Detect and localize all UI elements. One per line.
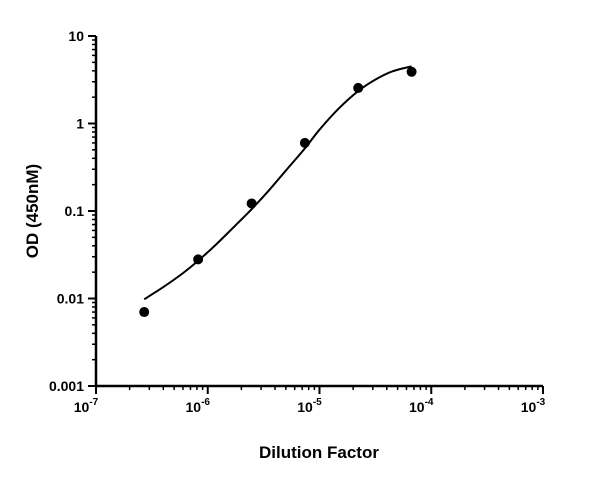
fit-curve [143,65,412,301]
data-point [353,82,364,93]
x-tick-base: 10 [186,399,202,415]
x-tick-base: 10 [409,399,425,415]
y-tick-label: 0.001 [49,378,84,394]
y-ticks: 10 1 0.1 0.01 0.001 [49,28,96,394]
y-tick-label: 1 [76,116,84,132]
x-tick-base: 10 [297,399,313,415]
x-tick-label: 10-3 [521,397,546,415]
x-axis-title: Dilution Factor [259,443,379,462]
x-tick-base: 10 [74,399,90,415]
x-tick-label: 10-4 [409,397,434,415]
x-tick-exponent: -7 [89,397,98,408]
data-points [139,66,417,318]
x-tick-exponent: -6 [201,397,210,408]
data-point [139,307,150,318]
x-tick-exponent: -4 [425,397,434,408]
y-tick-label: 10 [68,28,84,44]
y-tick-label: 0.01 [57,291,84,307]
x-tick-exponent: -5 [313,397,322,408]
x-tick-label: 10-5 [297,397,322,415]
y-tick-label: 0.1 [65,203,85,219]
axes [94,36,543,388]
x-ticks: 10-7 10-6 10-5 10-4 10-3 [74,386,546,415]
data-point [299,137,310,148]
data-point [193,254,204,265]
x-tick-base: 10 [521,399,537,415]
x-tick-label: 10-6 [186,397,211,415]
x-tick-exponent: -3 [536,397,545,408]
y-axis-title: OD (450nM) [23,164,42,258]
data-point [246,198,257,209]
data-point [406,66,417,77]
x-tick-label: 10-7 [74,397,99,415]
